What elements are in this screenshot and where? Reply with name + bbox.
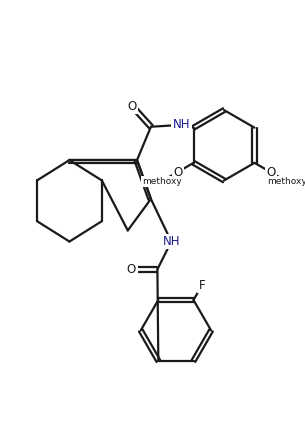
Text: O: O <box>266 165 275 179</box>
Text: NH: NH <box>173 119 190 131</box>
Text: O: O <box>127 263 136 276</box>
Text: O: O <box>173 165 182 179</box>
Text: methoxy: methoxy <box>142 177 181 186</box>
Text: F: F <box>199 279 205 292</box>
Text: NH: NH <box>163 235 180 248</box>
Text: O: O <box>128 100 137 113</box>
Text: methoxy: methoxy <box>267 177 305 186</box>
